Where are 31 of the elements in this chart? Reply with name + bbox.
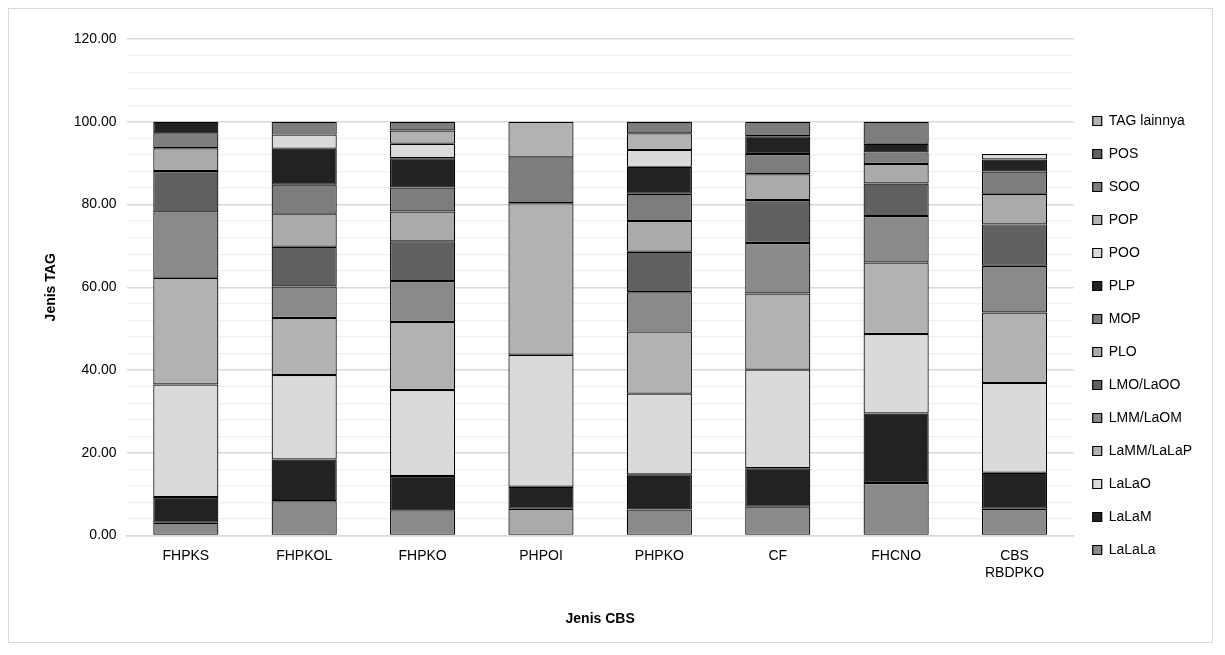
y-tick-label: 20.00 [81,443,117,460]
y-tick-label: 100.00 [73,112,117,129]
legend-label: LaLaM [1108,507,1152,524]
x-tick-label: PHPOI [519,546,563,563]
legend-label: MOP [1108,309,1141,326]
legend-label: SOO [1108,177,1140,194]
y-tick-label: 0.00 [89,526,117,543]
legend-label: LaLaO [1108,474,1151,491]
legend-label: POO [1108,243,1140,260]
y-tick-label: 80.00 [81,195,117,212]
legend-label: LaLaLa [1108,540,1156,557]
y-axis-title: Jenis TAG [42,253,59,322]
x-tick-label: CF [768,546,788,563]
legend-label: POP [1108,210,1139,227]
legend-label: LMO/LaOO [1108,375,1181,392]
legend-label: PLP [1108,276,1136,293]
legend-label: POS [1108,144,1139,161]
y-tick-label: 40.00 [81,360,117,377]
legend-label: LMM/LaOM [1108,408,1182,425]
y-tick-label: 60.00 [81,278,117,295]
x-tick-label: FHPKS [162,546,210,563]
legend-label: LaMM/LaLaP [1108,441,1193,458]
x-axis-title: Jenis CBS [565,610,635,627]
legend-label: TAG lainnya [1108,111,1185,128]
y-tick-label: 120.00 [73,29,117,46]
legend-label: PLO [1108,342,1137,359]
x-tick-label: CBS RBDPKO [984,546,1045,580]
x-tick-label: FHCNO [871,546,922,563]
x-tick-label: FHPKOL [276,546,333,563]
x-tick-label: PHPKO [634,546,684,563]
x-tick-label: FHPKO [398,546,447,563]
